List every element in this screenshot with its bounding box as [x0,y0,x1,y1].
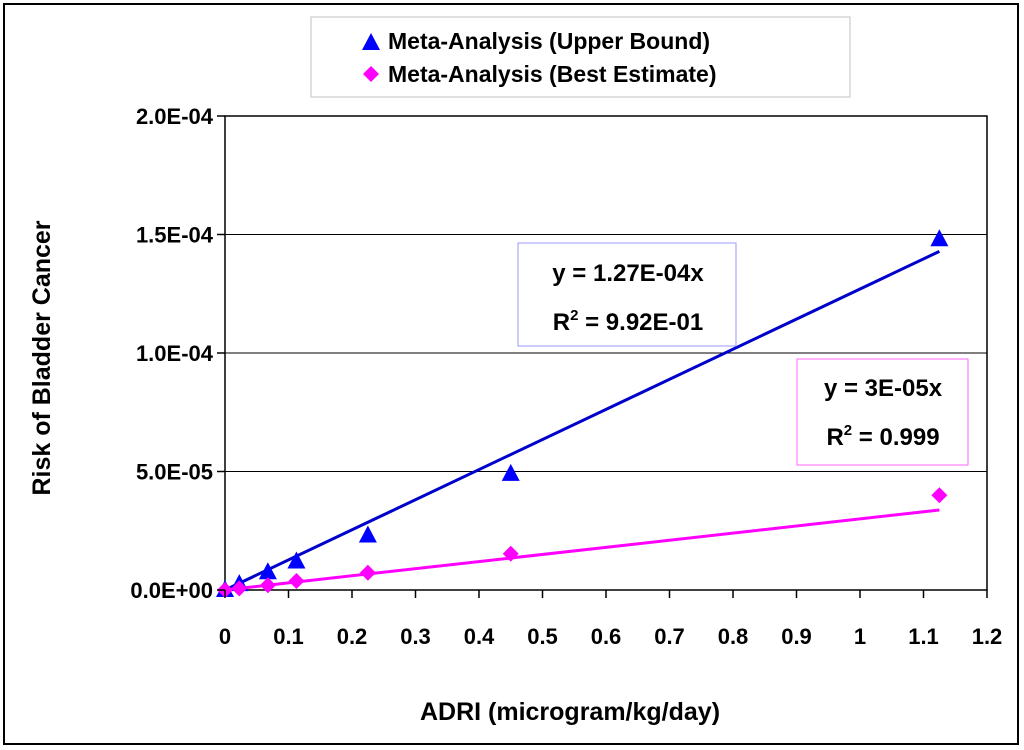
x-tick-label: 0.6 [591,624,622,649]
x-tick-label: 0.3 [400,624,431,649]
r-squared-text: R2 = 9.92E-01 [553,307,703,336]
data-point-best-estimate [259,577,276,594]
data-markers [216,229,949,598]
x-tick-label: 0 [219,624,231,649]
equation-text: y = 1.27E-04x [552,260,704,287]
trendline-equation-best-estimate: y = 3E-05x R2 = 0.999 [796,358,969,466]
data-point-best-estimate [288,572,305,589]
y-tick-label: 5.0E-05 [136,460,213,485]
legend-label-best-estimate: Meta-Analysis (Best Estimate) [388,61,717,87]
legend-label-upper-bound: Meta-Analysis (Upper Bound) [388,28,710,54]
data-point-upper-bound [930,229,949,247]
x-tick-label: 1 [854,624,866,649]
x-tick-label: 0.9 [781,624,812,649]
x-tick-label: 0.7 [654,624,685,649]
r-squared-text: R2 = 0.999 [826,422,939,451]
x-tick-label: 0.8 [718,624,749,649]
data-point-best-estimate [931,487,948,504]
y-tick-label: 1.5E-04 [136,223,214,248]
data-point-best-estimate [502,545,519,562]
trendline-upper-bound [224,250,941,592]
y-tick-label: 2.0E-04 [136,104,214,129]
legend: Meta-Analysis (Upper Bound) Meta-Analysi… [310,16,851,98]
data-point-upper-bound [358,525,377,543]
data-point-upper-bound [287,551,306,569]
equation-box [796,358,969,466]
equation-text: y = 3E-05x [824,375,943,402]
gridlines [225,234,987,472]
legend-diamond-marker [363,66,379,82]
x-tick-label: 0.2 [337,624,368,649]
trendline-equation-upper-bound: y = 1.27E-04x R2 = 9.92E-01 [517,242,737,347]
data-point-upper-bound [258,562,277,580]
legend-box [310,16,851,98]
x-axis-label: ADRI (microgram/kg/day) [420,698,720,726]
trendlines [224,250,941,592]
x-axis-ticks: 0 0.1 0.2 0.3 0.4 0.5 0.6 0.7 0.8 0.9 1 1.1 1.2 [219,590,1002,649]
y-axis-ticks: 0.0E+00 5.0E-05 1.0E-04 1.5E-04 2.0E-04 [130,104,225,603]
data-point-best-estimate [231,580,248,597]
plot-area [216,115,988,598]
y-tick-label: 0.0E+00 [130,578,213,603]
equation-box [517,242,737,347]
y-tick-label: 1.0E-04 [136,341,214,366]
x-tick-label: 0.4 [464,624,495,649]
x-tick-label: 1.1 [908,624,939,649]
data-point-best-estimate [359,564,376,581]
x-tick-label: 0.1 [273,624,304,649]
trendline-best-estimate [224,508,940,592]
y-axis-label: Risk of Bladder Cancer [28,220,56,495]
legend-triangle-marker [362,33,380,50]
data-point-upper-bound [501,463,520,481]
x-tick-label: 1.2 [972,624,1003,649]
x-tick-label: 0.5 [527,624,558,649]
